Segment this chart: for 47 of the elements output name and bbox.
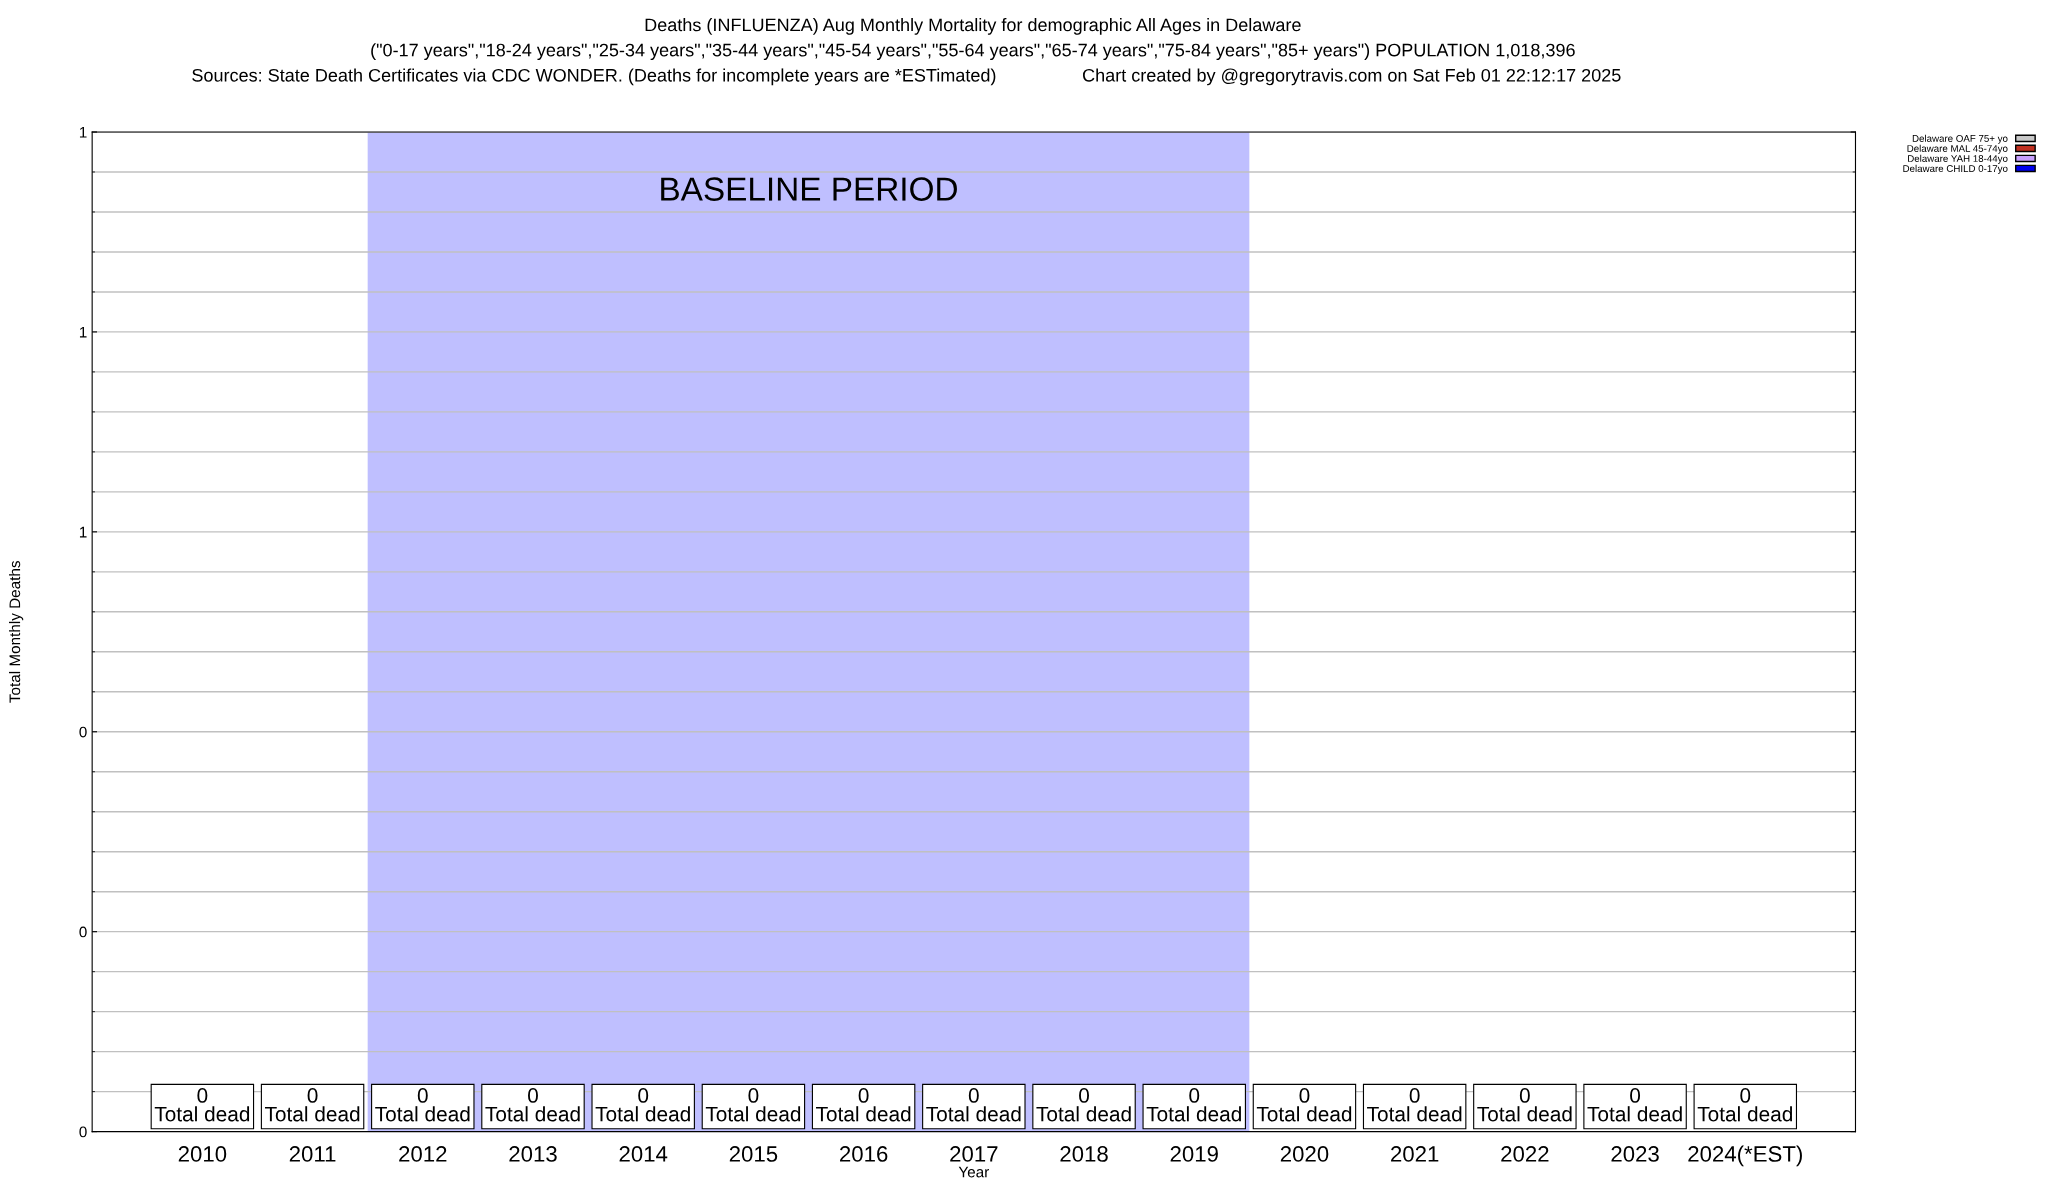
x-tick-label: 2020 xyxy=(1280,1146,1329,1162)
legend-label: Delaware OAF 75+ yo xyxy=(1912,134,2008,144)
x-tick-label: 2010 xyxy=(178,1146,227,1162)
x-tick-label: 2014 xyxy=(619,1146,668,1162)
total-label: 0 Total dead xyxy=(485,1088,580,1122)
legend-label: Delaware MAL 45-74yo xyxy=(1907,144,2008,154)
x-tick-label: 2022 xyxy=(1501,1146,1549,1162)
total-label: 0 Total dead xyxy=(1146,1088,1241,1122)
total-label: 0 Total dead xyxy=(1587,1088,1682,1122)
x-tick-label: 2012 xyxy=(399,1146,447,1162)
y-tick-label: 1 xyxy=(79,127,87,138)
total-label: 0 Total dead xyxy=(154,1088,250,1122)
y-tick-label: 0 xyxy=(79,926,87,938)
total-label: 0 Total dead xyxy=(264,1088,360,1122)
y-tick-label: 1 xyxy=(79,326,87,338)
source-note: Sources: State Death Certificates via CDC WONDER. (Deaths for incomplete years are *ESTimated) xyxy=(192,68,996,86)
y-tick-label: 0 xyxy=(79,1126,87,1138)
text: Chart created by @gregorytravis.com on Sat Feb 01 22:12:17 2025 xyxy=(1083,68,1621,86)
chart-title: Deaths (INFLUENZA) Aug Monthly Mortality for demographic All Ages in Delaware xyxy=(645,18,1301,35)
x-tick-label: 2017 xyxy=(950,1146,998,1162)
x-tick-label: 2024(*EST) xyxy=(1688,1145,1802,1167)
total-label: 0 Total dead xyxy=(1036,1088,1131,1122)
legend-label: Delaware CHILD 0-17yo xyxy=(1903,164,2008,174)
x-tick-label: 2016 xyxy=(840,1146,888,1162)
total-label: 0 Total dead xyxy=(816,1088,911,1122)
total-label: 0 Total dead xyxy=(1367,1088,1462,1122)
y-tick-label: 1 xyxy=(79,526,87,538)
x-tick-label: 2018 xyxy=(1060,1146,1108,1162)
y-tick-label: 0 xyxy=(79,726,87,738)
total-label: 0 Total dead xyxy=(1256,1088,1352,1122)
x-tick-label: 2011 xyxy=(289,1146,336,1162)
x-tick-label: 2021 xyxy=(1391,1146,1439,1162)
total-label: 0 Total dead xyxy=(1477,1088,1572,1122)
x-tick-label: 2013 xyxy=(509,1146,557,1162)
total-label: 0 Total dead xyxy=(375,1088,470,1122)
total-label: 0 Total dead xyxy=(595,1088,690,1122)
total-label: 0 Total dead xyxy=(926,1088,1021,1122)
band-label: BASELINE PERIOD xyxy=(661,177,957,201)
x-axis-title: Year xyxy=(958,1166,990,1178)
total-label: 0 Total dead xyxy=(705,1088,801,1122)
total-label: 0 Total dead xyxy=(1697,1088,1793,1122)
legend-label: Delaware YAH 18-44yo xyxy=(1908,154,2008,164)
y-axis-title: Total Monthly Deaths xyxy=(9,561,24,703)
x-tick-label: 2023 xyxy=(1611,1146,1659,1162)
x-tick-label: 2019 xyxy=(1170,1146,1218,1162)
x-tick-label: 2015 xyxy=(729,1146,778,1162)
chart-subtitle: ("0-17 years","18-24 years","25-34 years","35-44 years","45-54 years","55-64 years","65-74 years","75-84 years","85+ years") POPULATION 1,018,396 xyxy=(371,43,1575,61)
